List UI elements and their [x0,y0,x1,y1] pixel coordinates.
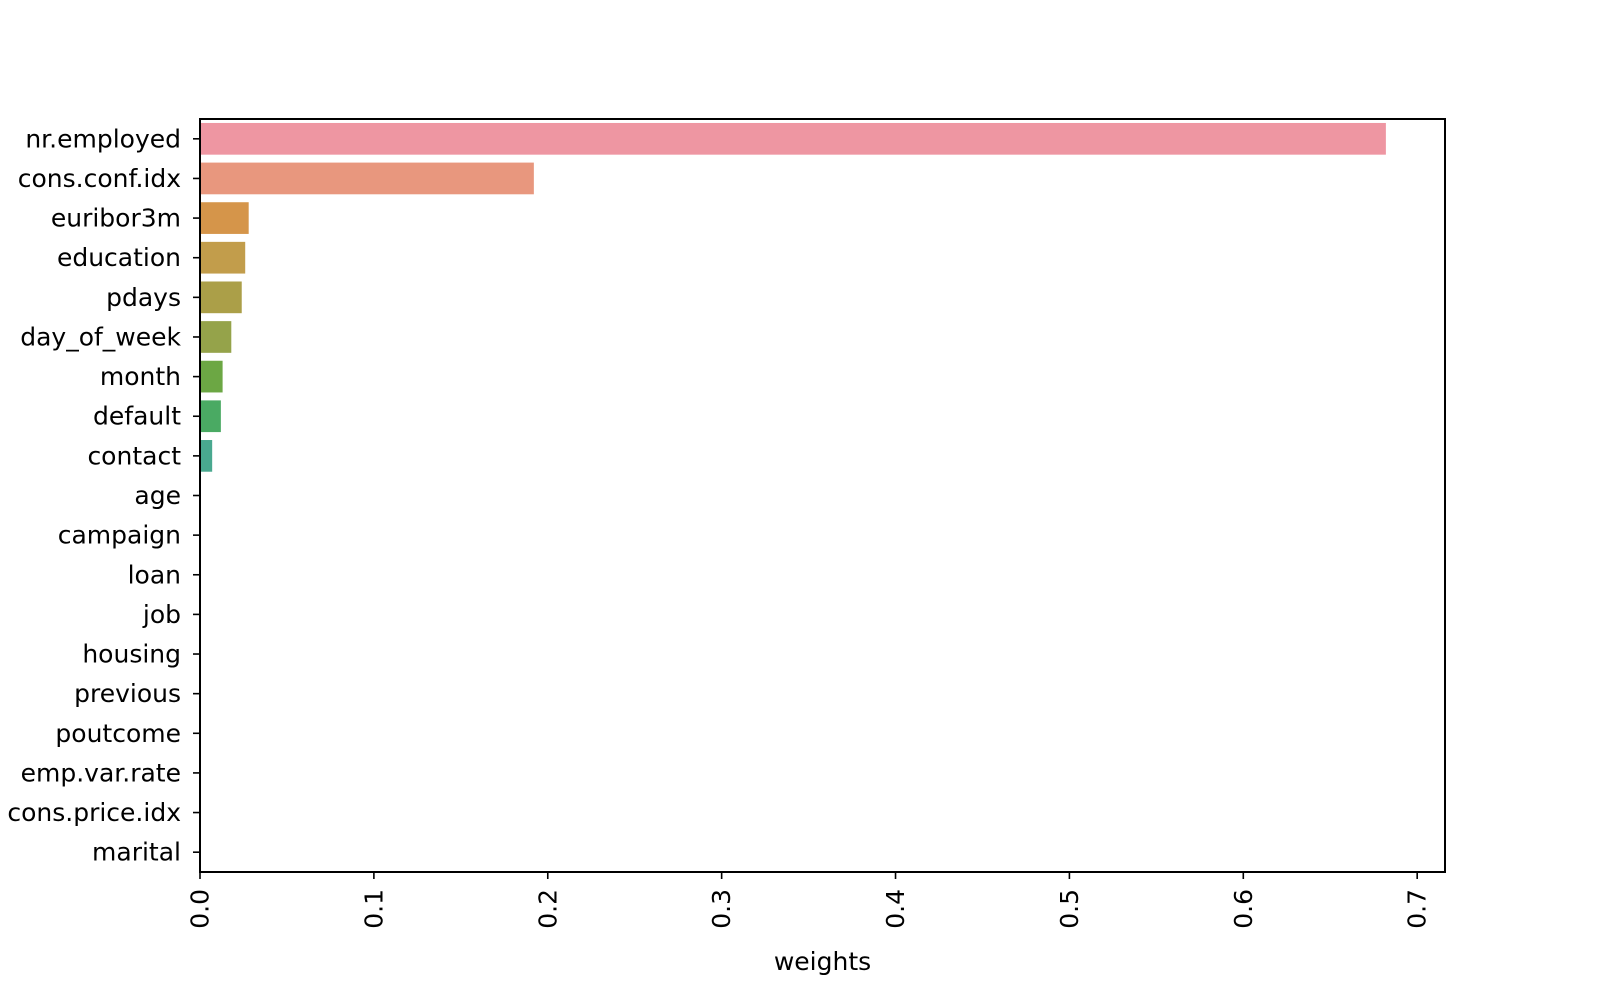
plot-frame [199,118,1446,873]
y-tick-label: campaign [58,521,181,550]
y-tick-label: age [134,481,181,510]
y-tick-label: month [100,362,181,391]
bar-euribor3m [200,202,249,234]
y-tick-label: day_of_week [20,322,181,351]
x-axis: 0.0 0.1 0.2 0.3 0.4 0.5 0.6 0.7 [186,872,1432,929]
y-tick-label: euribor3m [51,204,181,233]
y-tick-label: poutcome [55,719,181,748]
y-axis: nr.employed cons.conf.idx euribor3m educati… [7,124,200,867]
x-tick-label: 0.5 [1055,889,1084,929]
bar-month [200,360,223,393]
bar-day_of_week [200,321,232,353]
y-tick-label: cons.price.idx [7,798,181,827]
x-tick-label: 0.0 [186,889,215,929]
y-tick-label: contact [87,441,181,470]
x-tick-label: 0.2 [533,889,562,929]
y-tick-label: marital [92,838,181,867]
bar-education [200,241,246,274]
y-tick-label: default [93,402,181,431]
bar-pdays [200,281,242,314]
y-tick-label: nr.employed [25,124,181,153]
x-tick-label: 0.1 [359,889,388,929]
y-tick-label: emp.var.rate [21,758,181,787]
y-tick-label: previous [74,679,181,708]
y-tick-label: housing [82,640,181,669]
y-tick-label: education [57,243,181,272]
x-tick-label: 0.7 [1403,889,1432,929]
y-tick-label: cons.conf.idx [18,164,181,193]
y-tick-label: pdays [106,283,181,312]
x-tick-label: 0.6 [1229,889,1258,929]
bar-default [200,400,221,433]
x-tick-label: 0.3 [707,889,736,929]
y-tick-label: job [142,600,181,629]
bar-cons.conf.idx [200,162,534,195]
y-tick-label: loan [128,560,181,589]
x-axis-label: weights [774,947,871,976]
bar-nr.employed [200,122,1386,155]
x-tick-label: 0.4 [881,889,910,929]
bars-layer [200,122,1386,472]
bar-contact [200,440,213,472]
